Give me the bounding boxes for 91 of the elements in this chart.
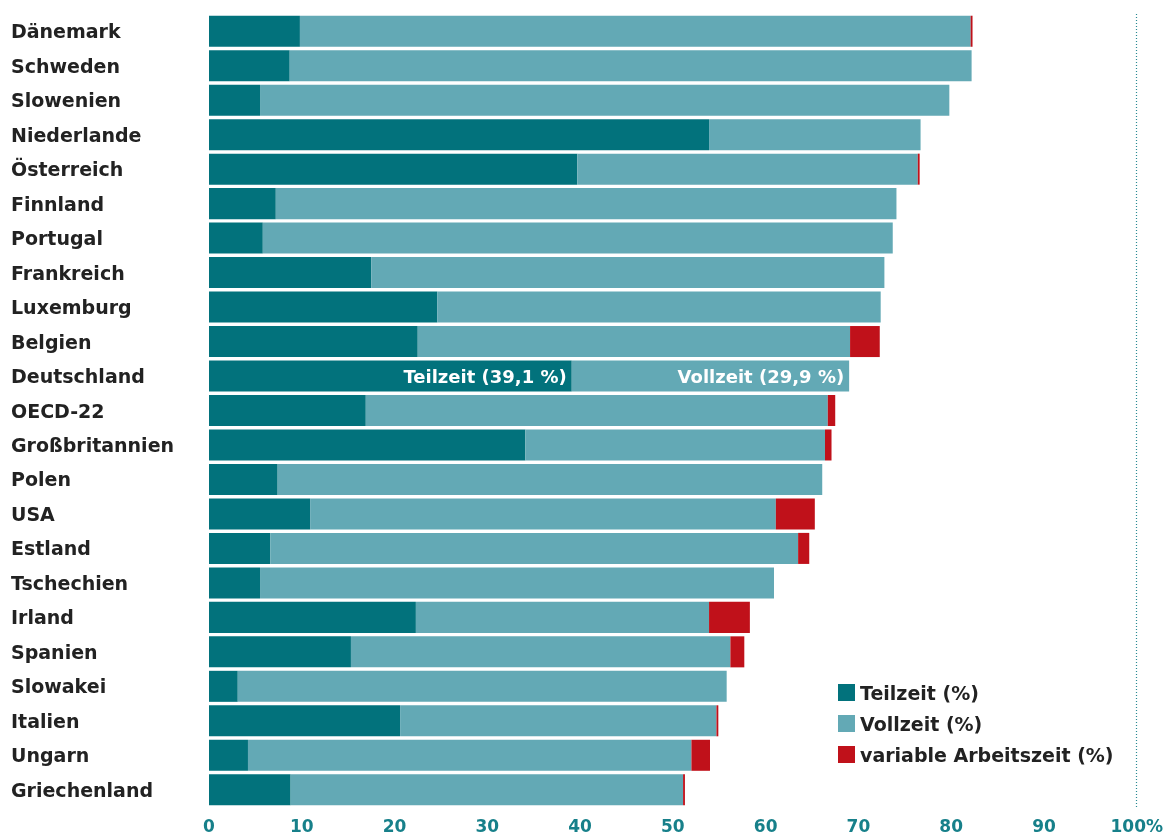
x-tick-label: 100% [1110, 815, 1164, 836]
bar [415, 601, 710, 633]
bar [775, 498, 815, 530]
bar [209, 705, 401, 737]
bar [209, 84, 261, 116]
bar [209, 463, 278, 495]
bar [798, 532, 810, 564]
x-tick-label: 60 [753, 815, 778, 836]
bar [260, 84, 950, 116]
y-tick-label: USA [11, 502, 56, 525]
bar [209, 601, 416, 633]
bar [247, 739, 692, 771]
bar [290, 774, 684, 806]
data-label: Teilzeit (39,1 %) [403, 365, 567, 387]
bar [275, 188, 897, 220]
bar [577, 153, 918, 185]
bar [417, 326, 851, 358]
y-tick-label: Portugal [11, 227, 103, 250]
y-tick-label: Estland [11, 537, 91, 560]
bar [277, 463, 823, 495]
bar [850, 326, 880, 358]
y-tick-label: Belgien [11, 330, 92, 353]
bar [270, 532, 799, 564]
bar [691, 739, 710, 771]
legend-label: Teilzeit (%) [860, 681, 979, 704]
y-tick-label: Irland [11, 606, 74, 629]
bar [209, 326, 418, 358]
y-tick-label: Frankreich [11, 261, 125, 284]
x-tick-label: 70 [846, 815, 871, 836]
bar [209, 50, 290, 82]
bar [350, 636, 731, 668]
bar [209, 498, 311, 530]
bar [709, 119, 921, 151]
bar [365, 394, 828, 427]
bar [825, 429, 832, 461]
bar [209, 188, 276, 220]
bar [209, 119, 710, 151]
y-tick-label: Ungarn [11, 744, 90, 767]
legend-label: Vollzeit (%) [860, 712, 983, 735]
bar [400, 705, 717, 737]
bar [709, 601, 750, 633]
bar [262, 222, 893, 254]
bar [209, 532, 271, 564]
bar [209, 394, 366, 427]
x-tick-label: 0 [203, 815, 216, 836]
x-tick-label: 20 [382, 815, 407, 836]
y-tick-label: Italien [11, 709, 80, 732]
bar [525, 429, 826, 461]
x-tick-label: 50 [661, 815, 685, 836]
x-tick-label: 90 [1032, 815, 1056, 836]
bar [260, 567, 774, 599]
bar [209, 291, 438, 323]
y-tick-label: Schweden [11, 54, 120, 77]
x-tick-label: 10 [289, 815, 314, 836]
bar [209, 15, 300, 47]
data-label: Vollzeit (29,9 %) [677, 365, 845, 387]
y-tick-label: Polen [11, 468, 71, 491]
y-tick-label: Niederlande [11, 123, 142, 146]
y-tick-label: Griechenland [11, 778, 154, 801]
y-tick-label: Luxemburg [11, 296, 132, 319]
bar [209, 636, 351, 668]
y-tick-label: Slowakei [11, 675, 107, 698]
bar [209, 670, 238, 702]
y-tick-label: Finnland [11, 192, 105, 215]
legend-label: variable Arbeitszeit (%) [860, 743, 1114, 766]
bar [437, 291, 881, 323]
bar [827, 394, 836, 427]
bar [209, 774, 291, 806]
y-tick-label: Spanien [11, 640, 98, 663]
y-tick-label: Dänemark [11, 20, 121, 43]
bar [209, 739, 248, 771]
x-tick-label: 80 [939, 815, 964, 836]
bar [209, 222, 263, 254]
bar [289, 50, 972, 82]
y-tick-label: Österreich [11, 157, 124, 181]
y-tick-label: OECD-22 [11, 399, 105, 422]
bar [310, 498, 776, 530]
x-tick-label: 40 [568, 815, 593, 836]
bar [371, 257, 885, 289]
x-tick-label: 30 [475, 815, 500, 836]
bar [237, 670, 727, 702]
y-tick-label: Großbritannien [11, 433, 175, 456]
bar [209, 429, 526, 461]
y-tick-label: Deutschland [11, 365, 145, 388]
bar [730, 636, 745, 668]
bar [209, 257, 372, 289]
y-tick-label: Slowenien [11, 89, 122, 112]
y-tick-label: Tschechien [11, 571, 129, 594]
bar [299, 15, 971, 47]
bar [209, 567, 261, 599]
bar [209, 153, 578, 185]
